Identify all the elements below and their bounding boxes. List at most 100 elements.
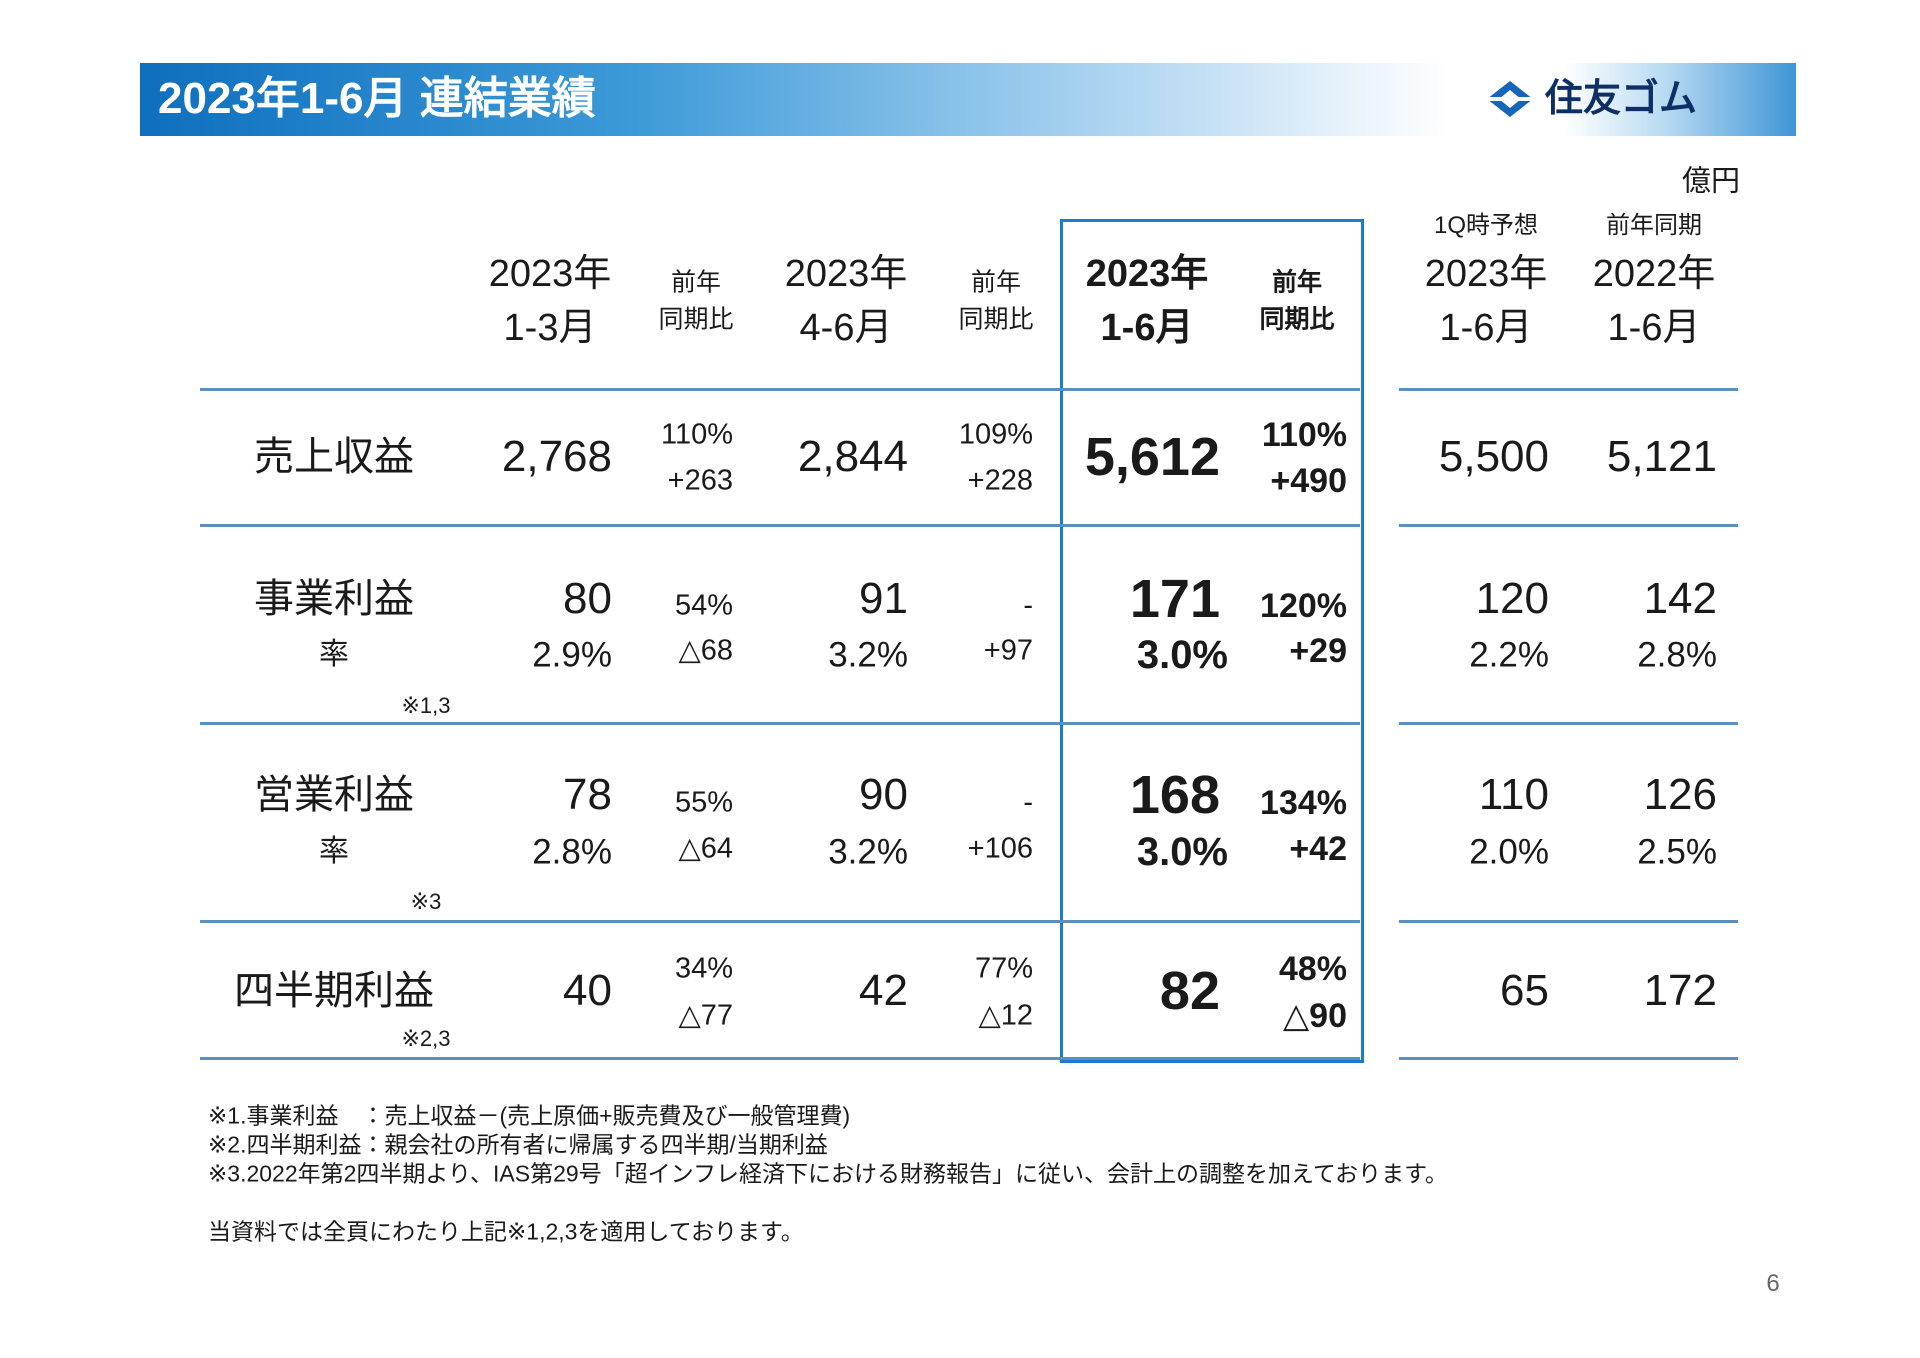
column-header: 2023年	[1085, 253, 1209, 295]
cell-yoy: △68	[678, 634, 733, 667]
slide-title: 2023年1-6月 連結業績	[158, 74, 596, 123]
cell-value: 2.5%	[1637, 832, 1717, 872]
rule-line	[200, 1057, 1360, 1060]
rule-line	[1399, 920, 1738, 923]
cell-value: 171	[1129, 569, 1220, 629]
highlight-box	[1060, 219, 1364, 1063]
cell-yoy: +29	[1289, 632, 1347, 670]
logo: 住友ゴム	[1485, 79, 1697, 119]
row-sublabel: 率	[319, 638, 349, 671]
column-header: 2023年	[784, 253, 908, 295]
logo-icon	[1485, 81, 1535, 117]
row-note: ※1,3	[401, 693, 451, 718]
cell-yoy: 134%	[1260, 784, 1347, 822]
footnote: 当資料では全頁にわたり上記※1,2,3を適用しております。	[208, 1218, 804, 1245]
row-label: 売上収益	[254, 435, 414, 479]
cell-value: 65	[1500, 966, 1549, 1015]
cell-yoy: -	[1023, 589, 1033, 622]
cell-value: 3.0%	[1136, 633, 1228, 677]
cell-value: 2.9%	[532, 635, 612, 675]
cell-yoy: △90	[1283, 997, 1347, 1035]
cell-yoy: 109%	[958, 418, 1033, 451]
cell-yoy: 48%	[1278, 950, 1347, 988]
footnote: ※1.事業利益 ：売上収益－(売上原価+販売費及び一般管理費)	[208, 1102, 851, 1129]
cell-value: 90	[859, 770, 908, 819]
rule-line	[200, 920, 1360, 923]
column-header: 2023年	[488, 253, 612, 295]
cell-yoy: 54%	[674, 589, 733, 622]
cell-value: 2,844	[797, 432, 908, 481]
cell-value: 78	[563, 770, 612, 819]
column-header: 1-6月	[1100, 307, 1194, 349]
rule-line	[200, 388, 1360, 391]
logo-text: 住友ゴム	[1545, 78, 1698, 120]
cell-value: 126	[1643, 770, 1717, 819]
column-header: 同期比	[1259, 305, 1335, 334]
column-header: 前年	[970, 268, 1022, 297]
cell-value: 42	[859, 966, 908, 1015]
cell-value: 5,612	[1084, 427, 1220, 487]
cell-yoy: 55%	[674, 786, 733, 819]
column-header: 2023年	[1424, 253, 1548, 295]
cell-value: 82	[1159, 961, 1220, 1021]
row-sublabel: 率	[319, 835, 349, 868]
column-header: 1-6月	[1439, 307, 1533, 349]
rule-line	[1399, 524, 1738, 527]
cell-value: 3.2%	[828, 635, 908, 675]
cell-yoy: +228	[967, 464, 1033, 497]
header-bar: 2023年1-6月 連結業績 住友ゴム	[140, 63, 1796, 136]
cell-value: 120	[1475, 574, 1549, 623]
cell-value: 2.0%	[1469, 832, 1549, 872]
cell-value: 3.2%	[828, 832, 908, 872]
cell-yoy: 110%	[1261, 416, 1347, 454]
column-header: 1-3月	[503, 307, 597, 349]
row-label: 事業利益	[254, 577, 414, 621]
cell-value: 2.8%	[1637, 635, 1717, 675]
cell-yoy: △12	[978, 999, 1033, 1032]
column-header: 同期比	[658, 305, 734, 334]
row-label: 営業利益	[254, 773, 414, 817]
footnote: ※3.2022年第2四半期より、IAS第29号「超インフレ経済下における財務報告…	[208, 1160, 1448, 1187]
row-label: 四半期利益	[234, 969, 434, 1013]
row-note: ※2,3	[401, 1026, 451, 1051]
rule-line	[200, 524, 1360, 527]
cell-value: 80	[563, 574, 612, 623]
column-header: 4-6月	[799, 307, 893, 349]
cell-yoy: △64	[678, 832, 733, 865]
cell-value: 5,121	[1606, 432, 1717, 481]
rule-line	[1399, 722, 1738, 725]
cell-yoy: 120%	[1260, 587, 1347, 625]
rule-line	[1399, 388, 1738, 391]
cell-yoy: △77	[678, 999, 733, 1032]
column-header: 同期比	[958, 305, 1034, 334]
cell-yoy: -	[1023, 786, 1033, 819]
cell-value: 3.0%	[1136, 830, 1228, 874]
column-header: 前年	[1271, 268, 1323, 297]
row-note: ※3	[410, 889, 442, 914]
cell-yoy: +490	[1270, 462, 1347, 500]
cell-value: 110	[1478, 770, 1549, 819]
column-group-label: 前年同期	[1606, 212, 1702, 239]
rule-line	[1399, 1057, 1738, 1060]
cell-value: 168	[1129, 765, 1220, 825]
cell-value: 5,500	[1438, 432, 1549, 481]
cell-value: 2.2%	[1469, 635, 1549, 675]
cell-yoy: +97	[983, 634, 1033, 667]
cell-yoy: +42	[1289, 830, 1347, 868]
column-header: 1-6月	[1607, 307, 1701, 349]
cell-value: 2,768	[501, 432, 612, 481]
cell-value: 40	[563, 966, 612, 1015]
cell-value: 172	[1643, 966, 1717, 1015]
cell-value: 2.8%	[532, 832, 612, 872]
cell-yoy: 110%	[660, 418, 733, 451]
cell-value: 91	[859, 574, 908, 623]
unit-label: 億円	[1681, 165, 1740, 198]
page-number: 6	[1766, 1270, 1780, 1297]
column-header: 2022年	[1592, 253, 1716, 295]
cell-value: 142	[1643, 574, 1717, 623]
cell-yoy: +106	[967, 832, 1033, 865]
column-group-label: 1Q時予想	[1433, 212, 1539, 239]
footnote: ※2.四半期利益：親会社の所有者に帰属する四半期/当期利益	[208, 1131, 828, 1158]
cell-yoy: +263	[667, 464, 733, 497]
cell-yoy: 77%	[974, 952, 1033, 985]
